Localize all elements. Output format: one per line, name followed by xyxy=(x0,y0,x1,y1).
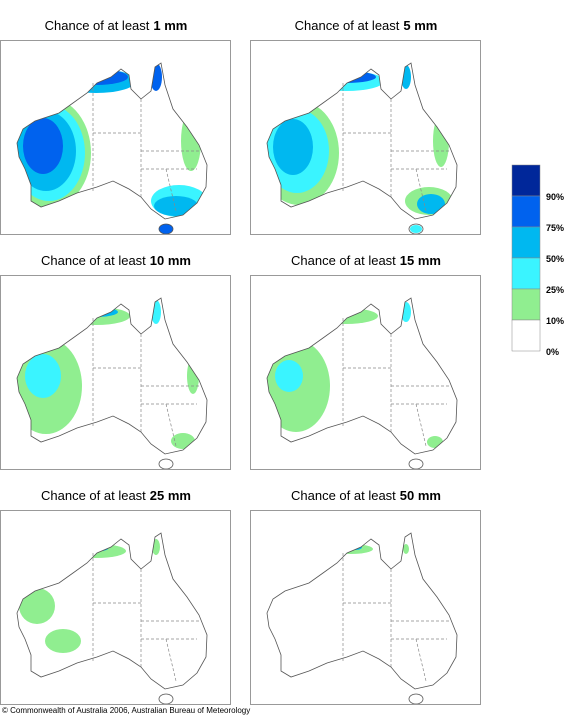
map xyxy=(16,62,208,235)
rain-area xyxy=(93,543,109,551)
map xyxy=(16,532,208,705)
tasmania xyxy=(158,693,174,705)
rain-area xyxy=(410,225,422,233)
map-panel xyxy=(0,510,231,705)
legend-bar xyxy=(511,164,541,352)
tasmania xyxy=(158,458,174,470)
state-border xyxy=(165,403,177,447)
rain-area xyxy=(69,70,113,80)
shading xyxy=(267,302,443,448)
title-amount: 15 mm xyxy=(399,253,441,268)
rain-area xyxy=(23,118,63,174)
map xyxy=(16,297,208,470)
panel-title: Chance of at least 1 mm xyxy=(0,18,232,33)
title-prefix: Chance of at least xyxy=(41,488,146,503)
title-amount: 50 mm xyxy=(399,488,441,503)
rain-area xyxy=(275,360,303,392)
panel-title: Chance of at least 50 mm xyxy=(250,488,482,503)
rain-area xyxy=(401,65,411,89)
shading xyxy=(17,300,199,449)
panel-title: Chance of at least 15 mm xyxy=(250,253,482,268)
map xyxy=(266,62,458,235)
map-panel xyxy=(0,275,231,470)
panel-title: Chance of at least 25 mm xyxy=(0,488,232,503)
title-amount: 25 mm xyxy=(149,488,191,503)
title-prefix: Chance of at least xyxy=(44,18,150,33)
state-border xyxy=(415,638,427,682)
map-panel xyxy=(250,510,481,705)
rain-area xyxy=(45,629,81,653)
panel-title: Chance of at least 10 mm xyxy=(0,253,232,268)
rain-area xyxy=(19,588,55,624)
rain-area xyxy=(427,436,443,448)
shading xyxy=(17,63,207,234)
rain-area xyxy=(329,544,373,554)
legend-label: 90% xyxy=(546,192,565,202)
title-amount: 1 mm xyxy=(153,18,188,33)
legend-label: 0% xyxy=(546,347,560,357)
map xyxy=(266,297,458,470)
title-prefix: Chance of at least xyxy=(291,253,396,268)
rain-area xyxy=(181,111,201,171)
title-prefix: Chance of at least xyxy=(294,18,400,33)
rain-area xyxy=(62,307,130,325)
map-panel xyxy=(0,40,231,235)
shading xyxy=(267,65,453,233)
legend-swatch xyxy=(511,288,541,321)
rain-area xyxy=(151,300,161,324)
title-amount: 10 mm xyxy=(149,253,191,268)
rain-area xyxy=(66,544,126,558)
tasmania xyxy=(408,458,424,470)
footer: © Commonwealth of Australia 2006, Austra… xyxy=(2,706,251,715)
legend-label: 10% xyxy=(546,316,565,326)
state-border xyxy=(165,638,177,682)
state-border xyxy=(165,168,177,212)
legend-swatch xyxy=(511,319,541,352)
legend-swatch xyxy=(511,195,541,228)
rain-area xyxy=(403,544,409,554)
rain-area xyxy=(187,358,199,394)
state-border xyxy=(415,403,427,447)
state-border xyxy=(415,168,427,212)
legend-swatch xyxy=(511,226,541,259)
legend-label: 25% xyxy=(546,285,565,295)
rain-area xyxy=(25,354,61,398)
title-amount: 5 mm xyxy=(403,18,438,33)
rain-area xyxy=(159,224,173,234)
tasmania xyxy=(408,693,424,705)
legend-swatch xyxy=(511,257,541,290)
rain-area xyxy=(316,71,376,83)
title-prefix: Chance of at least xyxy=(41,253,146,268)
legend-swatch xyxy=(511,164,541,197)
legend-label: 75% xyxy=(546,223,565,233)
legend-label: 50% xyxy=(546,254,565,264)
rain-area xyxy=(154,196,198,216)
rain-area xyxy=(273,119,313,175)
shading xyxy=(329,544,409,554)
panel-title: Chance of at least 5 mm xyxy=(250,18,482,33)
rain-area xyxy=(314,308,378,324)
map xyxy=(266,532,458,705)
shading xyxy=(19,539,160,653)
australia-outline xyxy=(266,532,458,690)
title-prefix: Chance of at least xyxy=(291,488,396,503)
map-panel xyxy=(250,275,481,470)
rain-area xyxy=(308,71,384,91)
map-panel xyxy=(250,40,481,235)
rain-area xyxy=(56,69,136,93)
rain-area xyxy=(417,194,445,214)
